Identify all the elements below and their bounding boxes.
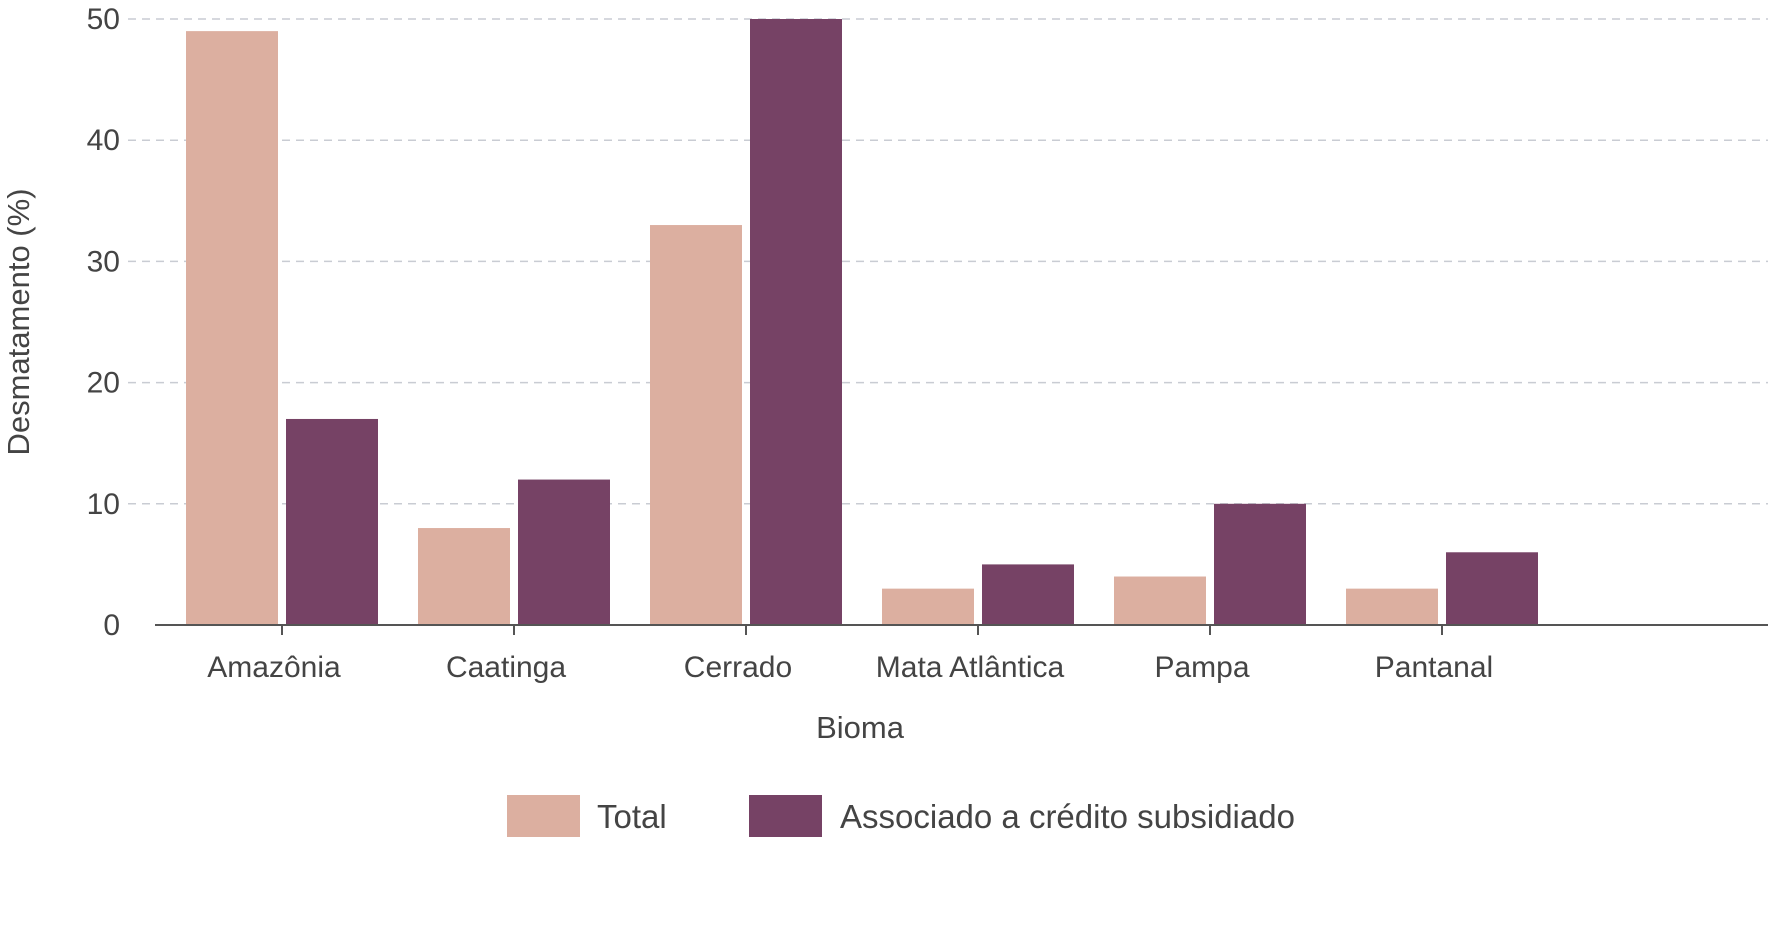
- y-axis-ticks: 0 10 20 30 40 50: [87, 3, 120, 642]
- x-tick-label: Pampa: [1154, 651, 1249, 684]
- bar-total-5: [1346, 588, 1438, 625]
- y-tick-label: 10: [87, 488, 120, 521]
- bar-total-2: [650, 225, 742, 626]
- bar-credito-1: [518, 479, 610, 625]
- legend-label-0: Total: [597, 798, 667, 835]
- bars: [186, 19, 1538, 626]
- x-tick-label: Cerrado: [684, 651, 792, 684]
- bar-credito-5: [1446, 552, 1538, 625]
- bar-credito-0: [286, 418, 378, 625]
- x-tick-label: Mata Atlântica: [876, 651, 1065, 684]
- bar-total-0: [186, 31, 278, 626]
- y-tick-label: 40: [87, 124, 120, 157]
- x-tick-label: Amazônia: [207, 651, 341, 684]
- x-axis-ticks: Amazônia Caatinga Cerrado Mata Atlântica Pam…: [207, 625, 1493, 684]
- legend-swatch-1: [749, 795, 822, 837]
- y-tick-label: 30: [87, 245, 120, 278]
- gridlines: [128, 18, 1768, 505]
- x-tick-label: Caatinga: [446, 651, 566, 684]
- y-tick-label: 50: [87, 3, 120, 36]
- bar-total-1: [418, 528, 510, 625]
- bar-credito-3: [982, 564, 1074, 625]
- bar-credito-2: [750, 19, 842, 625]
- legend: Total Associado a crédito subsidiado: [507, 795, 1295, 837]
- legend-swatch-0: [507, 795, 580, 837]
- y-axis-title: Desmatamento (%): [1, 188, 36, 455]
- y-tick-label: 0: [103, 609, 120, 642]
- legend-label-1: Associado a crédito subsidiado: [840, 798, 1295, 835]
- bar-total-3: [882, 588, 974, 625]
- y-tick-label: 20: [87, 367, 120, 400]
- x-axis-title: Bioma: [816, 710, 905, 745]
- bar-total-4: [1114, 576, 1206, 625]
- x-tick-label: Pantanal: [1375, 651, 1493, 684]
- bar-credito-4: [1214, 503, 1306, 625]
